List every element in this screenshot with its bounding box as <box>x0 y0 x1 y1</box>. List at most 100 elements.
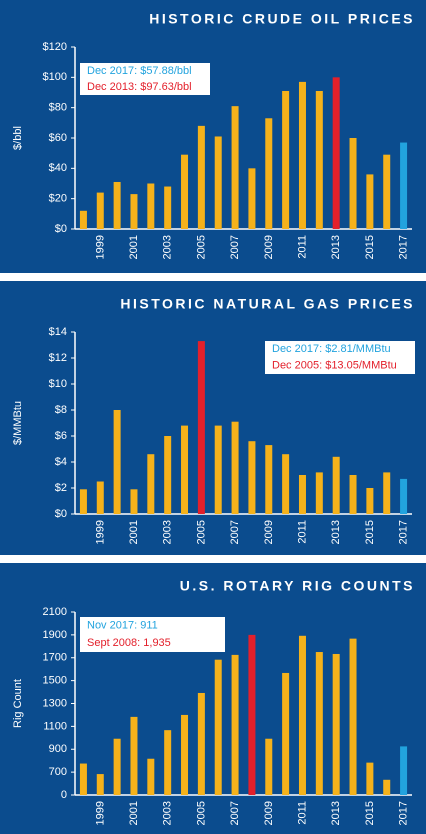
bar <box>315 90 323 229</box>
x-tick-label: 2017 <box>398 235 410 259</box>
bar <box>197 125 205 229</box>
y-tick-label: 1700 <box>43 652 67 664</box>
x-tick-label: 2009 <box>263 520 275 544</box>
bar <box>164 186 172 229</box>
bar <box>383 472 391 514</box>
bar <box>332 77 340 229</box>
annotation: Nov 2017: 911 <box>87 620 158 632</box>
bar <box>96 481 104 514</box>
y-tick-label: $4 <box>55 456 67 468</box>
y-tick-label: 1100 <box>43 720 67 732</box>
bar <box>349 638 357 795</box>
y-axis-label: Rig Count <box>12 679 24 728</box>
x-tick-label: 1999 <box>94 801 106 825</box>
y-tick-label: $0 <box>55 223 67 235</box>
bar <box>315 652 323 795</box>
x-tick-label: 2011 <box>296 801 308 825</box>
bar <box>79 489 87 514</box>
bar <box>96 774 104 795</box>
annotation: Dec 2005: $13.05/MMBtu <box>272 360 397 372</box>
bar <box>332 653 340 795</box>
bar <box>181 425 189 514</box>
bar <box>214 425 222 514</box>
bar <box>214 659 222 795</box>
y-tick-label: 900 <box>49 743 67 755</box>
annotation: Dec 2013: $97.63/bbl <box>87 81 192 93</box>
bar <box>248 634 256 795</box>
y-tick-label: $14 <box>49 326 67 338</box>
y-tick-label: $10 <box>49 378 67 390</box>
bar <box>265 118 273 229</box>
bar <box>298 635 306 795</box>
bar <box>383 154 391 229</box>
y-tick-label: $60 <box>49 132 67 144</box>
y-tick-label: 2100 <box>43 606 67 618</box>
bar <box>147 183 155 229</box>
bar <box>265 738 273 795</box>
x-tick-label: 2009 <box>263 235 275 259</box>
x-tick-label: 2009 <box>263 801 275 825</box>
x-tick-label: 2005 <box>195 520 207 544</box>
bar <box>298 475 306 514</box>
x-tick-label: 2007 <box>229 801 241 825</box>
bar <box>79 210 87 229</box>
y-axis-label: $/MMBtu <box>12 401 24 445</box>
x-tick-label: 2005 <box>195 801 207 825</box>
y-tick-label: 1900 <box>43 629 67 641</box>
x-tick-label: 1999 <box>94 520 106 544</box>
bar <box>282 672 290 795</box>
x-tick-label: 2011 <box>296 520 308 544</box>
annotation: Sept 2008: 1,935 <box>87 637 171 649</box>
chart-title: HISTORIC NATURAL GAS PRICES <box>120 296 415 312</box>
bar <box>400 142 408 229</box>
bar <box>282 90 290 229</box>
y-axis-label: $/bbl <box>12 126 24 150</box>
y-tick-label: $8 <box>55 404 67 416</box>
y-tick-label: $100 <box>43 71 67 83</box>
chart-title: HISTORIC CRUDE OIL PRICES <box>149 11 415 27</box>
bar <box>96 192 104 229</box>
bar <box>265 445 273 514</box>
bar <box>315 472 323 514</box>
x-tick-label: 2001 <box>128 235 140 259</box>
x-tick-label: 2001 <box>128 520 140 544</box>
x-tick-label: 1999 <box>94 235 106 259</box>
x-tick-label: 2015 <box>364 520 376 544</box>
x-tick-label: 2013 <box>330 801 342 825</box>
bar <box>181 714 189 795</box>
bar <box>366 488 374 514</box>
bar <box>248 168 256 229</box>
bar <box>164 730 172 795</box>
bar <box>147 454 155 514</box>
bar <box>113 410 121 514</box>
chart-title: U.S. ROTARY RIG COUNTS <box>180 578 415 594</box>
x-tick-label: 2007 <box>229 520 241 544</box>
y-tick-label: 1300 <box>43 697 67 709</box>
bar <box>113 181 121 229</box>
y-tick-label: 700 <box>49 766 67 778</box>
y-tick-label: $120 <box>43 41 67 53</box>
annotation-box <box>80 63 210 95</box>
x-tick-label: 2011 <box>296 235 308 259</box>
y-tick-label: $12 <box>49 352 67 364</box>
bar <box>332 456 340 514</box>
bar <box>130 194 138 229</box>
x-tick-label: 2007 <box>229 235 241 259</box>
bar <box>366 174 374 229</box>
bar <box>366 762 374 795</box>
bar <box>147 758 155 795</box>
bar <box>130 716 138 795</box>
x-tick-label: 2003 <box>162 801 174 825</box>
bar <box>231 654 239 795</box>
annotation-box <box>265 341 415 374</box>
x-tick-label: 2017 <box>398 520 410 544</box>
x-tick-label: 2015 <box>364 235 376 259</box>
bar <box>181 154 189 229</box>
bar <box>383 779 391 795</box>
annotation-box <box>80 617 225 652</box>
x-tick-label: 2003 <box>162 235 174 259</box>
x-tick-label: 2013 <box>330 235 342 259</box>
y-tick-label: $20 <box>49 193 67 205</box>
bar <box>248 441 256 514</box>
